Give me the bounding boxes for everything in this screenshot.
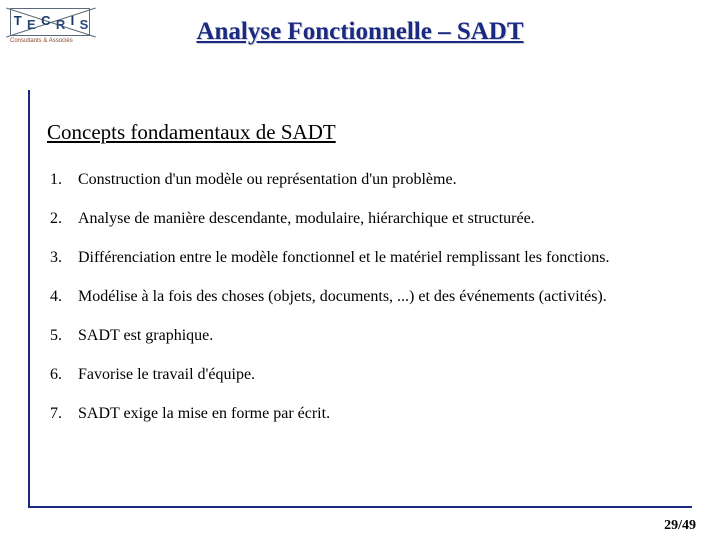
logo-letter: S [80,17,89,32]
logo-subtitle: Consultants & Associés [10,38,73,44]
logo-letters: T E C R I S [11,13,91,28]
list-item: SADT exige la mise en forme par écrit. [50,404,680,424]
concepts-list: Construction d'un modèle ou représentati… [50,170,680,443]
logo-letter: R [56,17,65,32]
slide-title: Analyse Fonctionnelle – SADT [0,0,720,46]
logo-letter: T [14,13,22,28]
logo-letter: I [71,13,75,28]
logo: T E C R I S Consultants & Associés [10,8,105,50]
list-item: Construction d'un modèle ou représentati… [50,170,680,190]
logo-box: T E C R I S [10,8,90,36]
page-number: 29/49 [664,518,696,534]
logo-letter: C [41,13,50,28]
list-item: Analyse de manière descendante, modulair… [50,209,680,229]
list-item: Favorise le travail d'équipe. [50,365,680,385]
logo-letter: E [27,17,36,32]
list-item: SADT est graphique. [50,326,680,346]
list-item: Modélise à la fois des choses (objets, d… [50,287,680,307]
list-item: Différenciation entre le modèle fonction… [50,248,680,268]
section-heading: Concepts fondamentaux de SADT [47,120,336,145]
